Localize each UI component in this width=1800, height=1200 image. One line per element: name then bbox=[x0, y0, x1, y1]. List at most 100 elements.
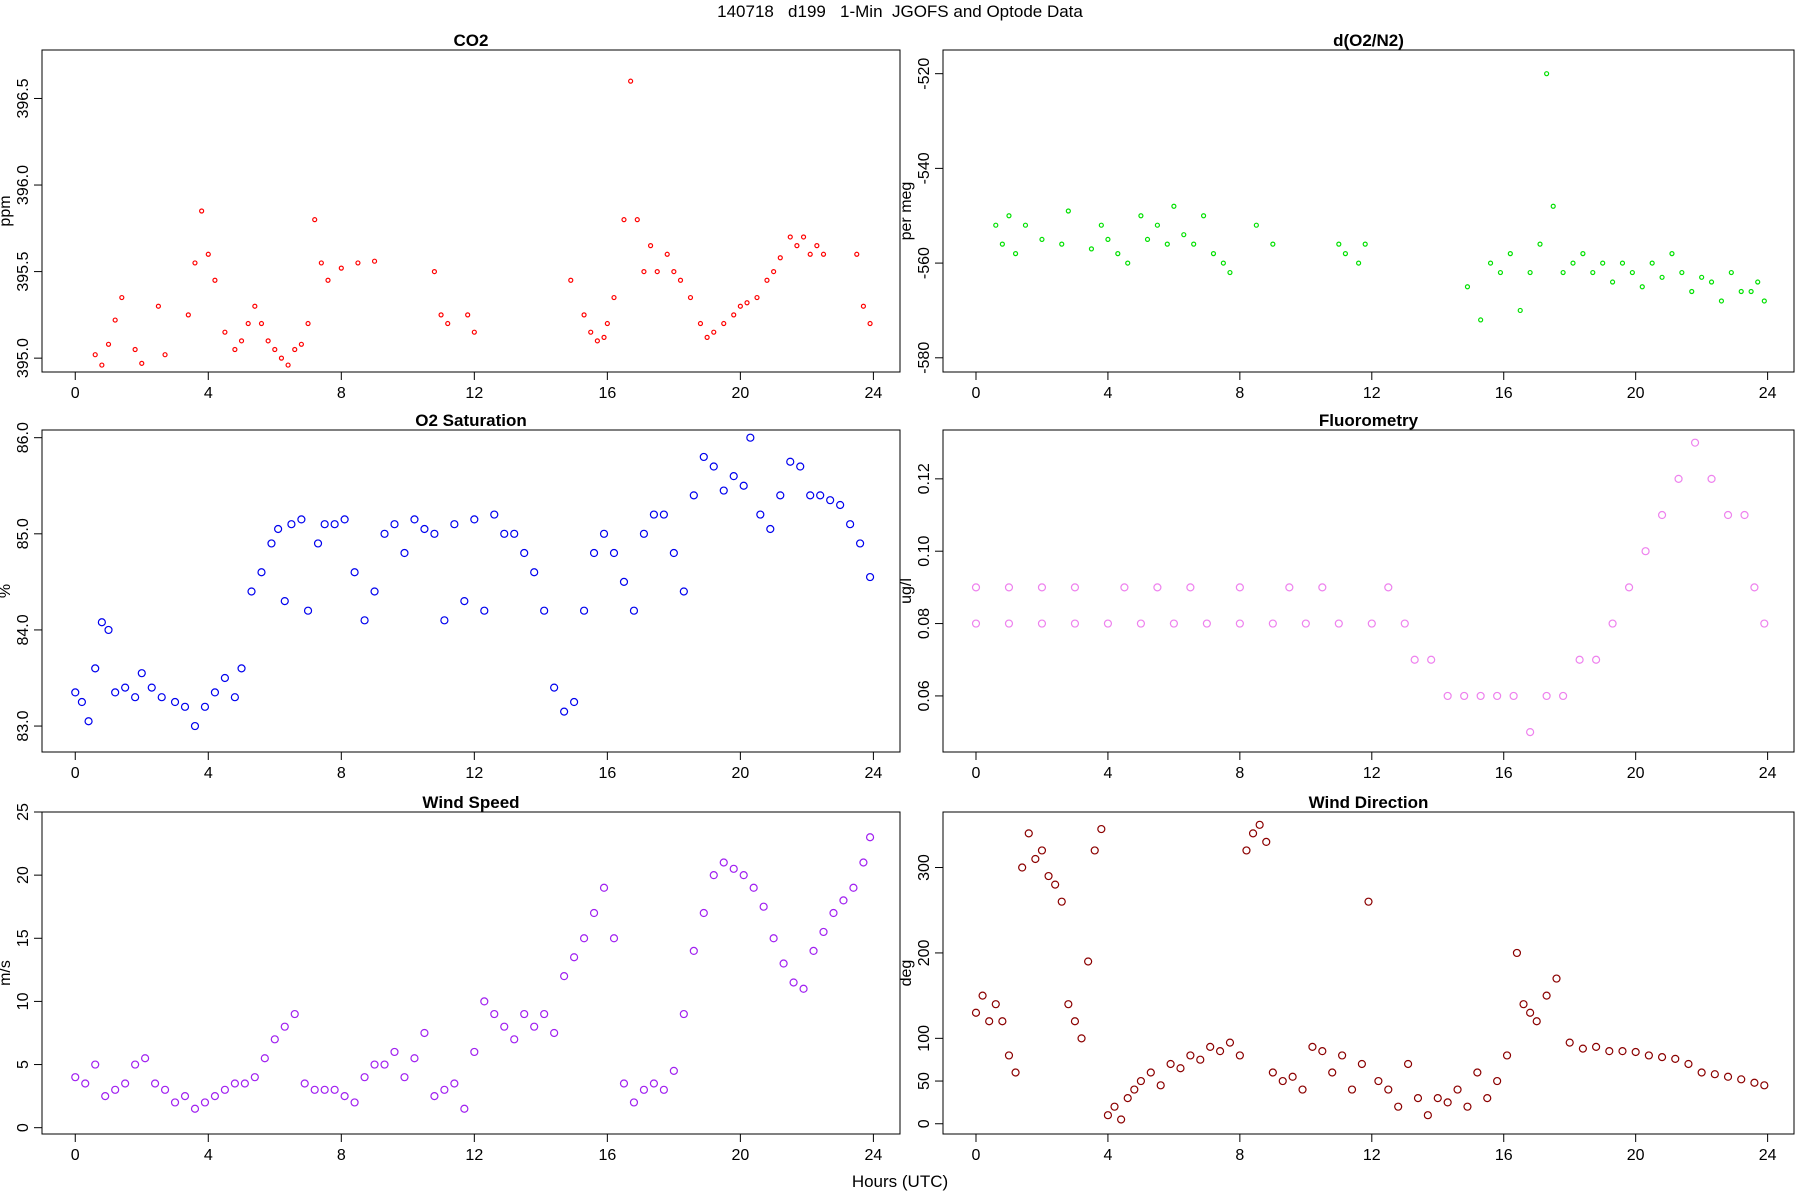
o2sat-point bbox=[599, 529, 609, 538]
o2sat-point bbox=[257, 568, 266, 577]
fluor-point bbox=[1690, 438, 1700, 447]
wdir-point bbox=[1328, 1068, 1337, 1077]
fluor-point bbox=[1334, 619, 1343, 628]
wdir-point bbox=[1186, 1051, 1195, 1060]
co2-point bbox=[272, 346, 278, 353]
wdir-point bbox=[1024, 829, 1033, 838]
do2n2-point bbox=[1689, 288, 1695, 295]
y-tick-label: 0 bbox=[15, 1123, 32, 1132]
co2-point bbox=[312, 217, 318, 223]
wdir-point bbox=[1031, 854, 1040, 864]
wdir-point bbox=[1146, 1068, 1155, 1077]
do2n2-point bbox=[1125, 260, 1131, 266]
wdir-point bbox=[1519, 1000, 1528, 1009]
co2-point bbox=[664, 251, 670, 257]
do2n2-point bbox=[1220, 260, 1226, 266]
x-tick-label: 0 bbox=[71, 1147, 80, 1164]
wdir-point bbox=[1657, 1053, 1667, 1062]
wdir-point bbox=[1262, 837, 1271, 846]
co2-point bbox=[641, 268, 647, 275]
co2-point bbox=[860, 303, 867, 309]
wspd-point bbox=[699, 908, 708, 918]
y-tick-label: 83.0 bbox=[15, 710, 32, 741]
do2n2-point bbox=[1570, 260, 1576, 266]
co2-point bbox=[371, 258, 378, 264]
o2sat-point bbox=[669, 548, 678, 558]
o2sat-point bbox=[510, 529, 519, 538]
o2sat-point bbox=[313, 539, 323, 548]
o2sat-point bbox=[609, 548, 619, 558]
x-tick-label: 8 bbox=[337, 385, 346, 402]
wdir-point bbox=[1737, 1075, 1746, 1084]
wspd-point bbox=[789, 978, 798, 987]
wspd-point bbox=[270, 1035, 279, 1044]
wdir-point bbox=[1338, 1051, 1347, 1060]
x-tick-label: 8 bbox=[337, 1147, 346, 1164]
wspd-point bbox=[330, 1085, 339, 1094]
o2sat-point bbox=[816, 491, 825, 500]
fluor-point bbox=[1674, 474, 1683, 483]
o2sat-point bbox=[639, 529, 649, 538]
co2-point bbox=[139, 360, 145, 366]
co2-point bbox=[278, 355, 285, 361]
o2sat-point bbox=[287, 520, 296, 529]
wspd-point bbox=[480, 997, 489, 1006]
fluor-point bbox=[1575, 655, 1584, 664]
fluor-point bbox=[1542, 691, 1551, 701]
wspd-point bbox=[649, 1079, 659, 1088]
wspd-point bbox=[759, 902, 768, 911]
x-tick-label: 4 bbox=[204, 385, 213, 402]
o2sat-point bbox=[370, 587, 379, 596]
x-tick-label: 0 bbox=[972, 1147, 981, 1164]
wspd-point bbox=[679, 1009, 688, 1019]
wdir-point bbox=[1206, 1042, 1215, 1051]
x-tick-label: 16 bbox=[1495, 1147, 1513, 1164]
wdir-point bbox=[1710, 1070, 1719, 1079]
wdir-point bbox=[1394, 1102, 1403, 1111]
panel-co2: CO2 0 4 8 12 16 20 24 395.0 395.5 396.0 396.5 ppm bbox=[0, 31, 901, 402]
o2sat-point bbox=[589, 548, 599, 558]
x-tick-label: 4 bbox=[1103, 1147, 1112, 1164]
wdir-point bbox=[1443, 1098, 1452, 1107]
do2n2-point bbox=[1755, 279, 1761, 285]
o2sat-point bbox=[679, 587, 688, 596]
o2sat-point bbox=[97, 618, 106, 627]
co2-point bbox=[199, 208, 205, 214]
do2n2-point bbox=[1059, 241, 1065, 247]
y-tick-label: 84.0 bbox=[15, 614, 32, 645]
wdir-point bbox=[1760, 1081, 1769, 1090]
y-axis-label: m/s bbox=[0, 960, 14, 986]
co2-point bbox=[318, 260, 324, 266]
do2n2-point bbox=[1699, 274, 1705, 280]
do2n2-point bbox=[1362, 241, 1368, 247]
wdir-point bbox=[1136, 1076, 1146, 1086]
wspd-point bbox=[390, 1047, 399, 1057]
fluor-point bbox=[1235, 619, 1244, 628]
do2n2-point bbox=[1487, 260, 1494, 266]
o2sat-point bbox=[247, 587, 256, 596]
do2n2-point bbox=[1708, 279, 1715, 285]
wdir-point bbox=[1453, 1085, 1462, 1094]
o2sat-point bbox=[84, 717, 93, 726]
x-tick-label: 24 bbox=[1759, 765, 1777, 782]
do2n2-point bbox=[1517, 307, 1523, 314]
panel-do2n2: d(O2/N2) 0 4 8 12 16 20 24 -520 -540 -560 -580 per m… bbox=[898, 31, 1795, 402]
wspd-point bbox=[91, 1060, 100, 1069]
o2sat-point bbox=[340, 515, 349, 524]
fluor-point bbox=[1136, 619, 1146, 628]
co2-point bbox=[867, 320, 873, 327]
wspd-point bbox=[579, 934, 589, 943]
o2sat-point bbox=[699, 452, 708, 462]
wspd-point bbox=[111, 1085, 120, 1094]
wdir-point bbox=[998, 1017, 1007, 1026]
co2-point bbox=[245, 320, 251, 327]
co2-point bbox=[777, 255, 783, 261]
o2sat-point bbox=[796, 462, 805, 471]
wspd-point bbox=[450, 1079, 459, 1088]
do2n2-point bbox=[1728, 269, 1734, 276]
do2n2-point bbox=[1580, 251, 1586, 257]
co2-point bbox=[465, 312, 471, 318]
co2-point bbox=[305, 320, 311, 327]
co2-point bbox=[205, 251, 211, 257]
wdir-point bbox=[1011, 1068, 1020, 1077]
